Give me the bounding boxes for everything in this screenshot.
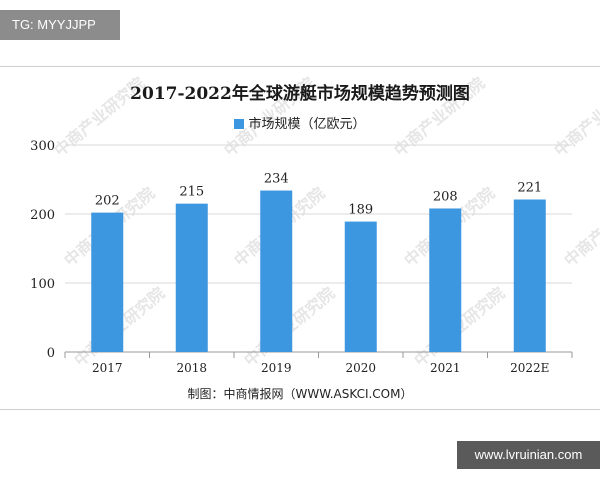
bar [175, 203, 208, 352]
data-label: 202 [95, 194, 120, 209]
bar [91, 212, 124, 352]
data-label: 221 [517, 181, 542, 196]
data-label: 208 [433, 189, 458, 204]
bar [260, 190, 293, 352]
x-tick-label: 2019 [261, 361, 292, 375]
legend-label: 市场规模（亿欧元） [248, 117, 366, 132]
site-badge: www.lvruinian.com [457, 441, 600, 469]
x-tick-label: 2017 [92, 361, 123, 375]
x-tick-label: 2022E [510, 361, 549, 375]
source-note: 制图：中商情报网（WWW.ASKCI.COM） [187, 387, 413, 401]
x-tick-label: 2018 [176, 361, 207, 375]
data-label: 189 [348, 203, 373, 218]
bar [344, 221, 377, 352]
data-label: 234 [264, 172, 289, 187]
x-tick-label: 2021 [430, 361, 461, 375]
legend-swatch [234, 119, 245, 129]
data-label: 215 [179, 185, 204, 200]
y-tick-label: 100 [30, 277, 55, 292]
legend: 市场规模（亿欧元） [0, 113, 600, 132]
chart-container: 中商产业研究院中商产业研究院中商产业研究院中商产业研究院中商产业研究院中商产业研… [0, 66, 600, 410]
y-tick-label: 200 [30, 208, 55, 223]
x-tick-label: 2020 [345, 361, 376, 375]
bar [513, 199, 546, 352]
y-tick-label: 0 [47, 346, 55, 361]
chart-title: 2017-2022年全球游艇市场规模趋势预测图 [130, 84, 470, 104]
y-tick-label: 300 [30, 139, 55, 154]
bar-chart: 0 100 200 300 202 2017 215 2018 234 2019 189 2020 20… [30, 139, 573, 375]
tg-badge: TG: MYYJJPP [0, 10, 120, 40]
bar [429, 208, 462, 352]
